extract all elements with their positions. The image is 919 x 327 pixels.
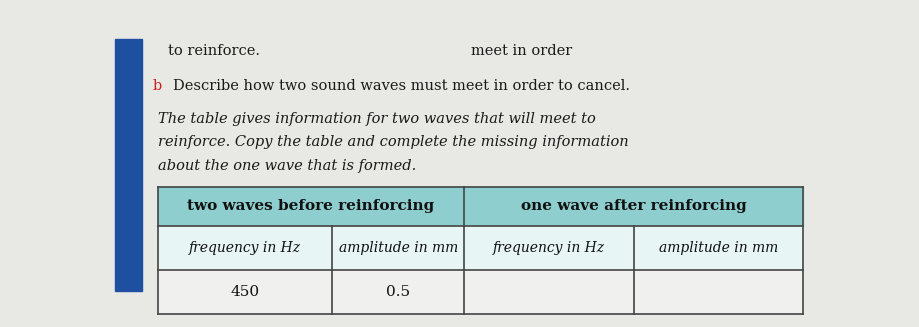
Text: meet in order: meet in order <box>471 43 573 58</box>
Text: Describe how two sound waves must meet in order to cancel.: Describe how two sound waves must meet i… <box>174 79 630 93</box>
Bar <box>158 186 464 226</box>
Text: about the one wave that is formed.: about the one wave that is formed. <box>158 159 415 173</box>
Text: reinforce. Copy the table and complete the missing information: reinforce. Copy the table and complete t… <box>158 135 628 149</box>
Text: The table gives information for two waves that will meet to: The table gives information for two wave… <box>158 112 595 126</box>
Text: 0.5: 0.5 <box>386 285 410 299</box>
Bar <box>158 226 802 270</box>
Bar <box>464 186 802 226</box>
Text: two waves before reinforcing: two waves before reinforcing <box>187 199 435 213</box>
Text: b: b <box>153 79 162 93</box>
Text: amplitude in mm: amplitude in mm <box>338 241 458 255</box>
Text: to reinforce.: to reinforce. <box>168 43 260 58</box>
Text: one wave after reinforcing: one wave after reinforcing <box>520 199 746 213</box>
Text: amplitude in mm: amplitude in mm <box>658 241 777 255</box>
Text: 450: 450 <box>231 285 259 299</box>
Text: frequency in Hz: frequency in Hz <box>189 241 301 255</box>
Bar <box>158 270 802 314</box>
Bar <box>115 39 142 291</box>
Text: frequency in Hz: frequency in Hz <box>493 241 605 255</box>
